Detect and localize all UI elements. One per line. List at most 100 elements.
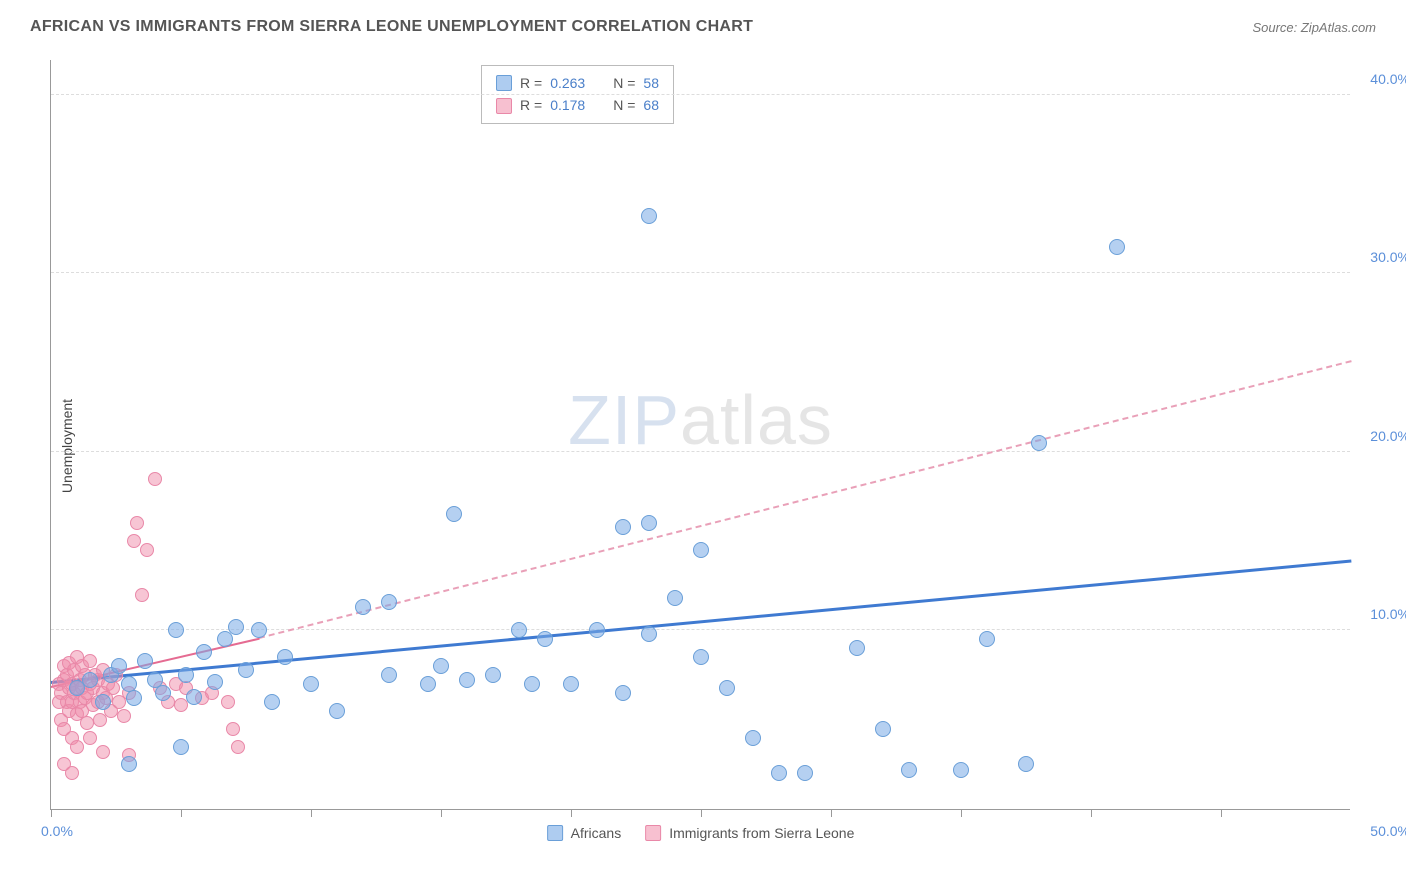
scatter-point [70,740,84,754]
scatter-point [178,667,194,683]
scatter-point [1109,239,1125,255]
scatter-point [693,649,709,665]
scatter-point [719,680,735,696]
scatter-point [641,208,657,224]
gridline [51,629,1350,630]
scatter-point [96,745,110,759]
y-tick-label: 30.0% [1370,249,1406,265]
scatter-point [589,622,605,638]
legend-item: Africans [547,825,622,841]
legend-item: Immigrants from Sierra Leone [645,825,854,841]
legend-stats-row: R =0.178N =68 [496,94,659,116]
x-end-label: 50.0% [1370,823,1406,839]
n-value: 58 [643,72,659,94]
scatter-point [130,516,144,530]
x-tick [1091,809,1092,817]
scatter-point [771,765,787,781]
scatter-point [459,672,475,688]
scatter-point [563,676,579,692]
scatter-point [126,690,142,706]
scatter-point [196,644,212,660]
scatter-point [228,619,244,635]
x-tick [51,809,52,817]
watermark-zip: ZIP [568,381,680,459]
scatter-point [186,689,202,705]
scatter-point [65,766,79,780]
scatter-point [875,721,891,737]
x-tick [961,809,962,817]
chart-title: AFRICAN VS IMMIGRANTS FROM SIERRA LEONE … [30,18,753,36]
x-tick [441,809,442,817]
scatter-point [264,694,280,710]
scatter-point [111,658,127,674]
source-label: Source: ZipAtlas.com [1252,20,1376,35]
scatter-point [135,588,149,602]
scatter-point [446,506,462,522]
scatter-point [251,622,267,638]
r-value: 0.263 [550,72,585,94]
scatter-point [693,542,709,558]
legend-swatch [496,75,512,91]
scatter-point [207,674,223,690]
scatter-point [95,694,111,710]
scatter-point [381,667,397,683]
scatter-point [641,515,657,531]
scatter-point [80,716,94,730]
scatter-point [221,695,235,709]
x-start-label: 0.0% [41,823,73,839]
scatter-point [615,685,631,701]
scatter-point [83,654,97,668]
legend-label: Africans [571,825,622,841]
scatter-point [1031,435,1047,451]
chart-plot-area: ZIPatlas R =0.263N =58R =0.178N =68 0.0%… [50,60,1350,810]
scatter-point [485,667,501,683]
legend-label: Immigrants from Sierra Leone [669,825,854,841]
scatter-point [1018,756,1034,772]
scatter-point [173,739,189,755]
y-tick-label: 10.0% [1370,606,1406,622]
scatter-point [82,672,98,688]
scatter-point [537,631,553,647]
x-tick [311,809,312,817]
r-label: R = [520,94,542,116]
gridline [51,94,1350,95]
n-label: N = [613,94,635,116]
scatter-point [329,703,345,719]
scatter-point [745,730,761,746]
legend-stats-row: R =0.263N =58 [496,72,659,94]
legend-swatch [547,825,563,841]
scatter-point [641,626,657,642]
x-tick [701,809,702,817]
x-tick [571,809,572,817]
r-value: 0.178 [550,94,585,116]
scatter-point [953,762,969,778]
scatter-point [137,653,153,669]
scatter-point [901,762,917,778]
x-tick [181,809,182,817]
scatter-point [355,599,371,615]
scatter-point [226,722,240,736]
bottom-legend: Africans Immigrants from Sierra Leone [547,825,855,841]
scatter-point [168,622,184,638]
scatter-point [433,658,449,674]
gridline [51,451,1350,452]
scatter-point [381,594,397,610]
scatter-point [615,519,631,535]
scatter-point [238,662,254,678]
scatter-point [117,709,131,723]
scatter-point [420,676,436,692]
scatter-point [148,472,162,486]
scatter-point [127,534,141,548]
scatter-point [979,631,995,647]
legend-swatch [645,825,661,841]
scatter-point [849,640,865,656]
legend-swatch [496,98,512,114]
scatter-point [797,765,813,781]
scatter-point [155,685,171,701]
trend-line [259,361,1351,640]
scatter-point [667,590,683,606]
y-tick-label: 20.0% [1370,428,1406,444]
n-label: N = [613,72,635,94]
x-tick [831,809,832,817]
scatter-point [83,731,97,745]
